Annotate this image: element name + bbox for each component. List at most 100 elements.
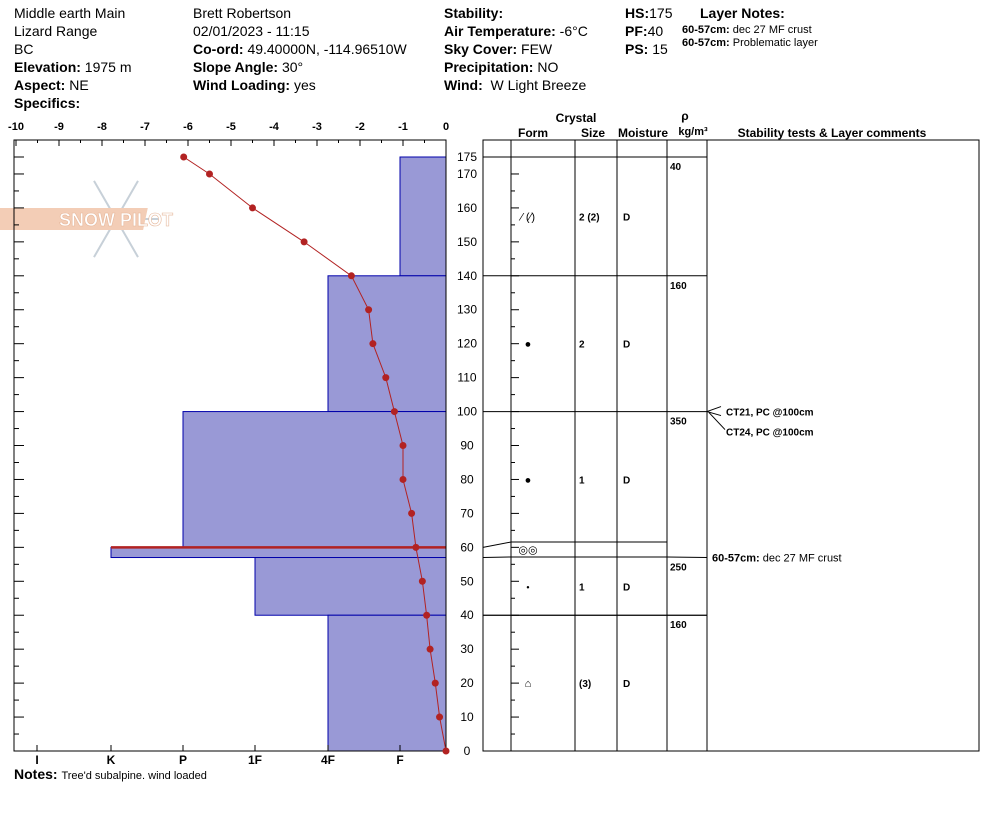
slope-angle: Slope Angle: 30° <box>193 59 304 75</box>
temperature-point <box>436 713 444 721</box>
stability: Stability: <box>444 5 504 21</box>
size-header: Size <box>581 126 605 140</box>
temperature-point <box>442 747 450 755</box>
hardness-layer-bar <box>254 557 447 616</box>
layer-comment-text: dec 27 MF crust <box>760 553 842 565</box>
temp-tick-label: 0 <box>443 121 449 133</box>
crystal-size: 2 (2) <box>579 212 600 223</box>
table-frame <box>482 139 980 752</box>
range: Lizard Range <box>14 23 98 39</box>
temp-tick-label: -10 <box>8 121 24 133</box>
layer-table: Crystal Form Size Moisture ρ kg/m³ Stability t… <box>482 109 980 752</box>
location: Middle earth Main <box>14 5 126 21</box>
density-value: 160 <box>670 281 687 292</box>
layer-note-1: 60-57cm: dec 27 MF crust <box>682 24 812 36</box>
temp-tick-label: -5 <box>226 121 236 133</box>
precipitation: Precipitation: NO <box>444 59 559 75</box>
depth-tick-label: 70 <box>460 506 474 520</box>
air-temperature: Air Temperature: -6°C <box>444 23 588 39</box>
crystal-header: Crystal <box>556 111 597 125</box>
depth-tick-label: 60 <box>460 540 474 554</box>
temp-tick-label: -3 <box>312 121 322 133</box>
depth-tick-label: 100 <box>457 405 477 419</box>
crystal-form-icon: ● <box>525 339 532 351</box>
depth-tick-label: 170 <box>457 167 477 181</box>
hardness-tick-label: F <box>396 753 403 767</box>
aspect: Aspect: NE <box>14 77 89 93</box>
density-value: 160 <box>670 620 687 631</box>
temp-tick-label: -1 <box>398 121 408 133</box>
notes: Notes: Tree'd subalpine. wind loaded <box>14 766 207 782</box>
temp-tick-label: -6 <box>183 121 193 133</box>
moisture-value: D <box>623 212 630 223</box>
stability-test: CT21, PC @100cm <box>726 408 814 419</box>
depth-tick-label: 30 <box>460 642 474 656</box>
wind: Wind: W Light Breeze <box>444 77 587 93</box>
crystal-form-icon: ⌂ <box>525 678 532 690</box>
temperature-point <box>399 475 407 483</box>
hardness-layers <box>13 139 447 752</box>
temperature-axis: -10 -9 -8 -7 -6 -5 -4 -3 -2 -1 0 <box>8 121 449 146</box>
moisture-value: D <box>623 475 630 486</box>
moisture-value: D <box>623 582 630 593</box>
moisture-value: D <box>623 679 630 690</box>
hs: HS:175 <box>625 5 673 21</box>
density-value: 40 <box>670 162 682 173</box>
temperature-point <box>180 153 188 161</box>
depth-tick-label: 90 <box>460 439 474 453</box>
hardness-tick-label: P <box>179 753 187 767</box>
depth-tick-label: 10 <box>460 710 474 724</box>
observer: Brett Robertson <box>193 5 292 21</box>
specifics: Specifics: <box>14 95 81 111</box>
temp-tick-label: -9 <box>54 121 64 133</box>
depth-tick-label: 20 <box>460 676 474 690</box>
temp-tick-label: -2 <box>355 121 365 133</box>
layer-note-2: 60-57cm: Problematic layer <box>682 37 818 49</box>
state: BC <box>14 41 34 57</box>
depth-tick-label: 50 <box>460 574 474 588</box>
layer-comment: 60-57cm: dec 27 MF crust <box>712 553 842 565</box>
crystal-size: 2 <box>579 340 585 351</box>
layer-connector <box>482 556 512 559</box>
stability-comments: CT21, PC @100cm CT24, PC @100cm 60-57cm: d… <box>705 406 842 565</box>
stability-leader <box>708 412 726 430</box>
moisture-value: D <box>623 340 630 351</box>
temp-tick-label: -8 <box>97 121 107 133</box>
comments-header: Stability tests & Layer comments <box>738 126 927 140</box>
logo-banner <box>0 208 148 230</box>
ps: PS: 15 <box>625 41 668 57</box>
hardness-tick-label: K <box>107 753 116 767</box>
temperature-profile <box>180 153 450 755</box>
wind-loading: Wind Loading: yes <box>193 77 316 93</box>
stability-arrow <box>705 406 722 417</box>
rho-header: ρ <box>681 109 688 123</box>
density-unit-header: kg/m³ <box>678 126 708 138</box>
temperature-point <box>390 408 398 416</box>
temperature-point <box>369 340 377 348</box>
coordinates: Co-ord: 49.40000N, -114.96510W <box>193 41 407 57</box>
hardness-tick-label: 1F <box>248 753 262 767</box>
depth-tick-label: 110 <box>457 371 476 385</box>
form-header: Form <box>518 126 548 140</box>
temperature-point <box>365 306 373 314</box>
layer-connector <box>666 556 708 559</box>
hardness-layer-bar <box>110 546 447 559</box>
temperature-point <box>206 170 213 178</box>
hardness-tick-label: I <box>35 753 38 767</box>
temperature-point <box>426 645 434 653</box>
hardness-layer-bar <box>399 156 447 277</box>
depth-tick-label: 40 <box>460 608 474 622</box>
depth-tick-label: 160 <box>457 201 477 215</box>
temperature-point <box>399 442 407 450</box>
temperature-point <box>408 509 416 517</box>
temp-tick-label: -4 <box>269 121 280 133</box>
depth-tick-label: 175 <box>457 150 477 164</box>
density-value: 250 <box>670 563 687 574</box>
snowpilot-logo: SNOW PILOT <box>0 180 173 258</box>
crystal-form-icon: ◎◎ <box>518 545 537 557</box>
temperature-point <box>347 272 355 280</box>
depth-tick-label: 0 <box>464 744 471 758</box>
pf: PF:40 <box>625 23 664 39</box>
layer-comment-range: 60-57cm: <box>712 553 760 565</box>
